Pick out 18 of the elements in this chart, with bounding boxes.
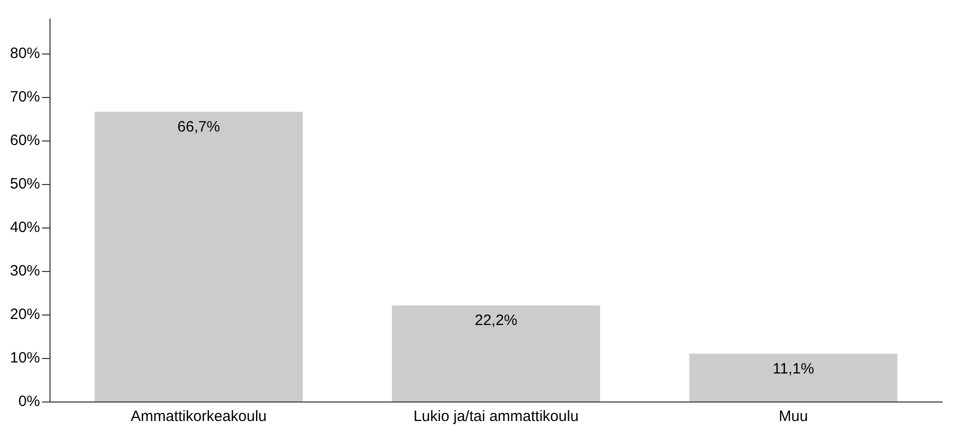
data-label: 22,2% <box>474 312 518 330</box>
x-tick-label: Ammattikorkeakoulu <box>130 408 267 426</box>
y-tick-label: 80% <box>10 44 40 62</box>
y-tick-label: 50% <box>10 176 40 193</box>
y-tick-label: 20% <box>10 306 40 324</box>
y-tick-label: 0% <box>18 393 40 410</box>
bar <box>392 305 600 402</box>
y-tick-label: 70% <box>10 88 40 106</box>
x-tick-label: Lukio ja/tai ammattikoulu <box>413 408 579 426</box>
y-tick-label: 30% <box>10 262 40 280</box>
x-tick-label: Muu <box>778 408 808 426</box>
data-label: 66,7% <box>177 118 220 136</box>
bar <box>94 112 303 402</box>
y-tick-label: 60% <box>10 132 40 150</box>
bar <box>689 354 898 402</box>
y-tick-label: 10% <box>10 350 40 367</box>
y-tick-label: 40% <box>10 219 40 236</box>
data-label: 11,1% <box>772 360 814 378</box>
